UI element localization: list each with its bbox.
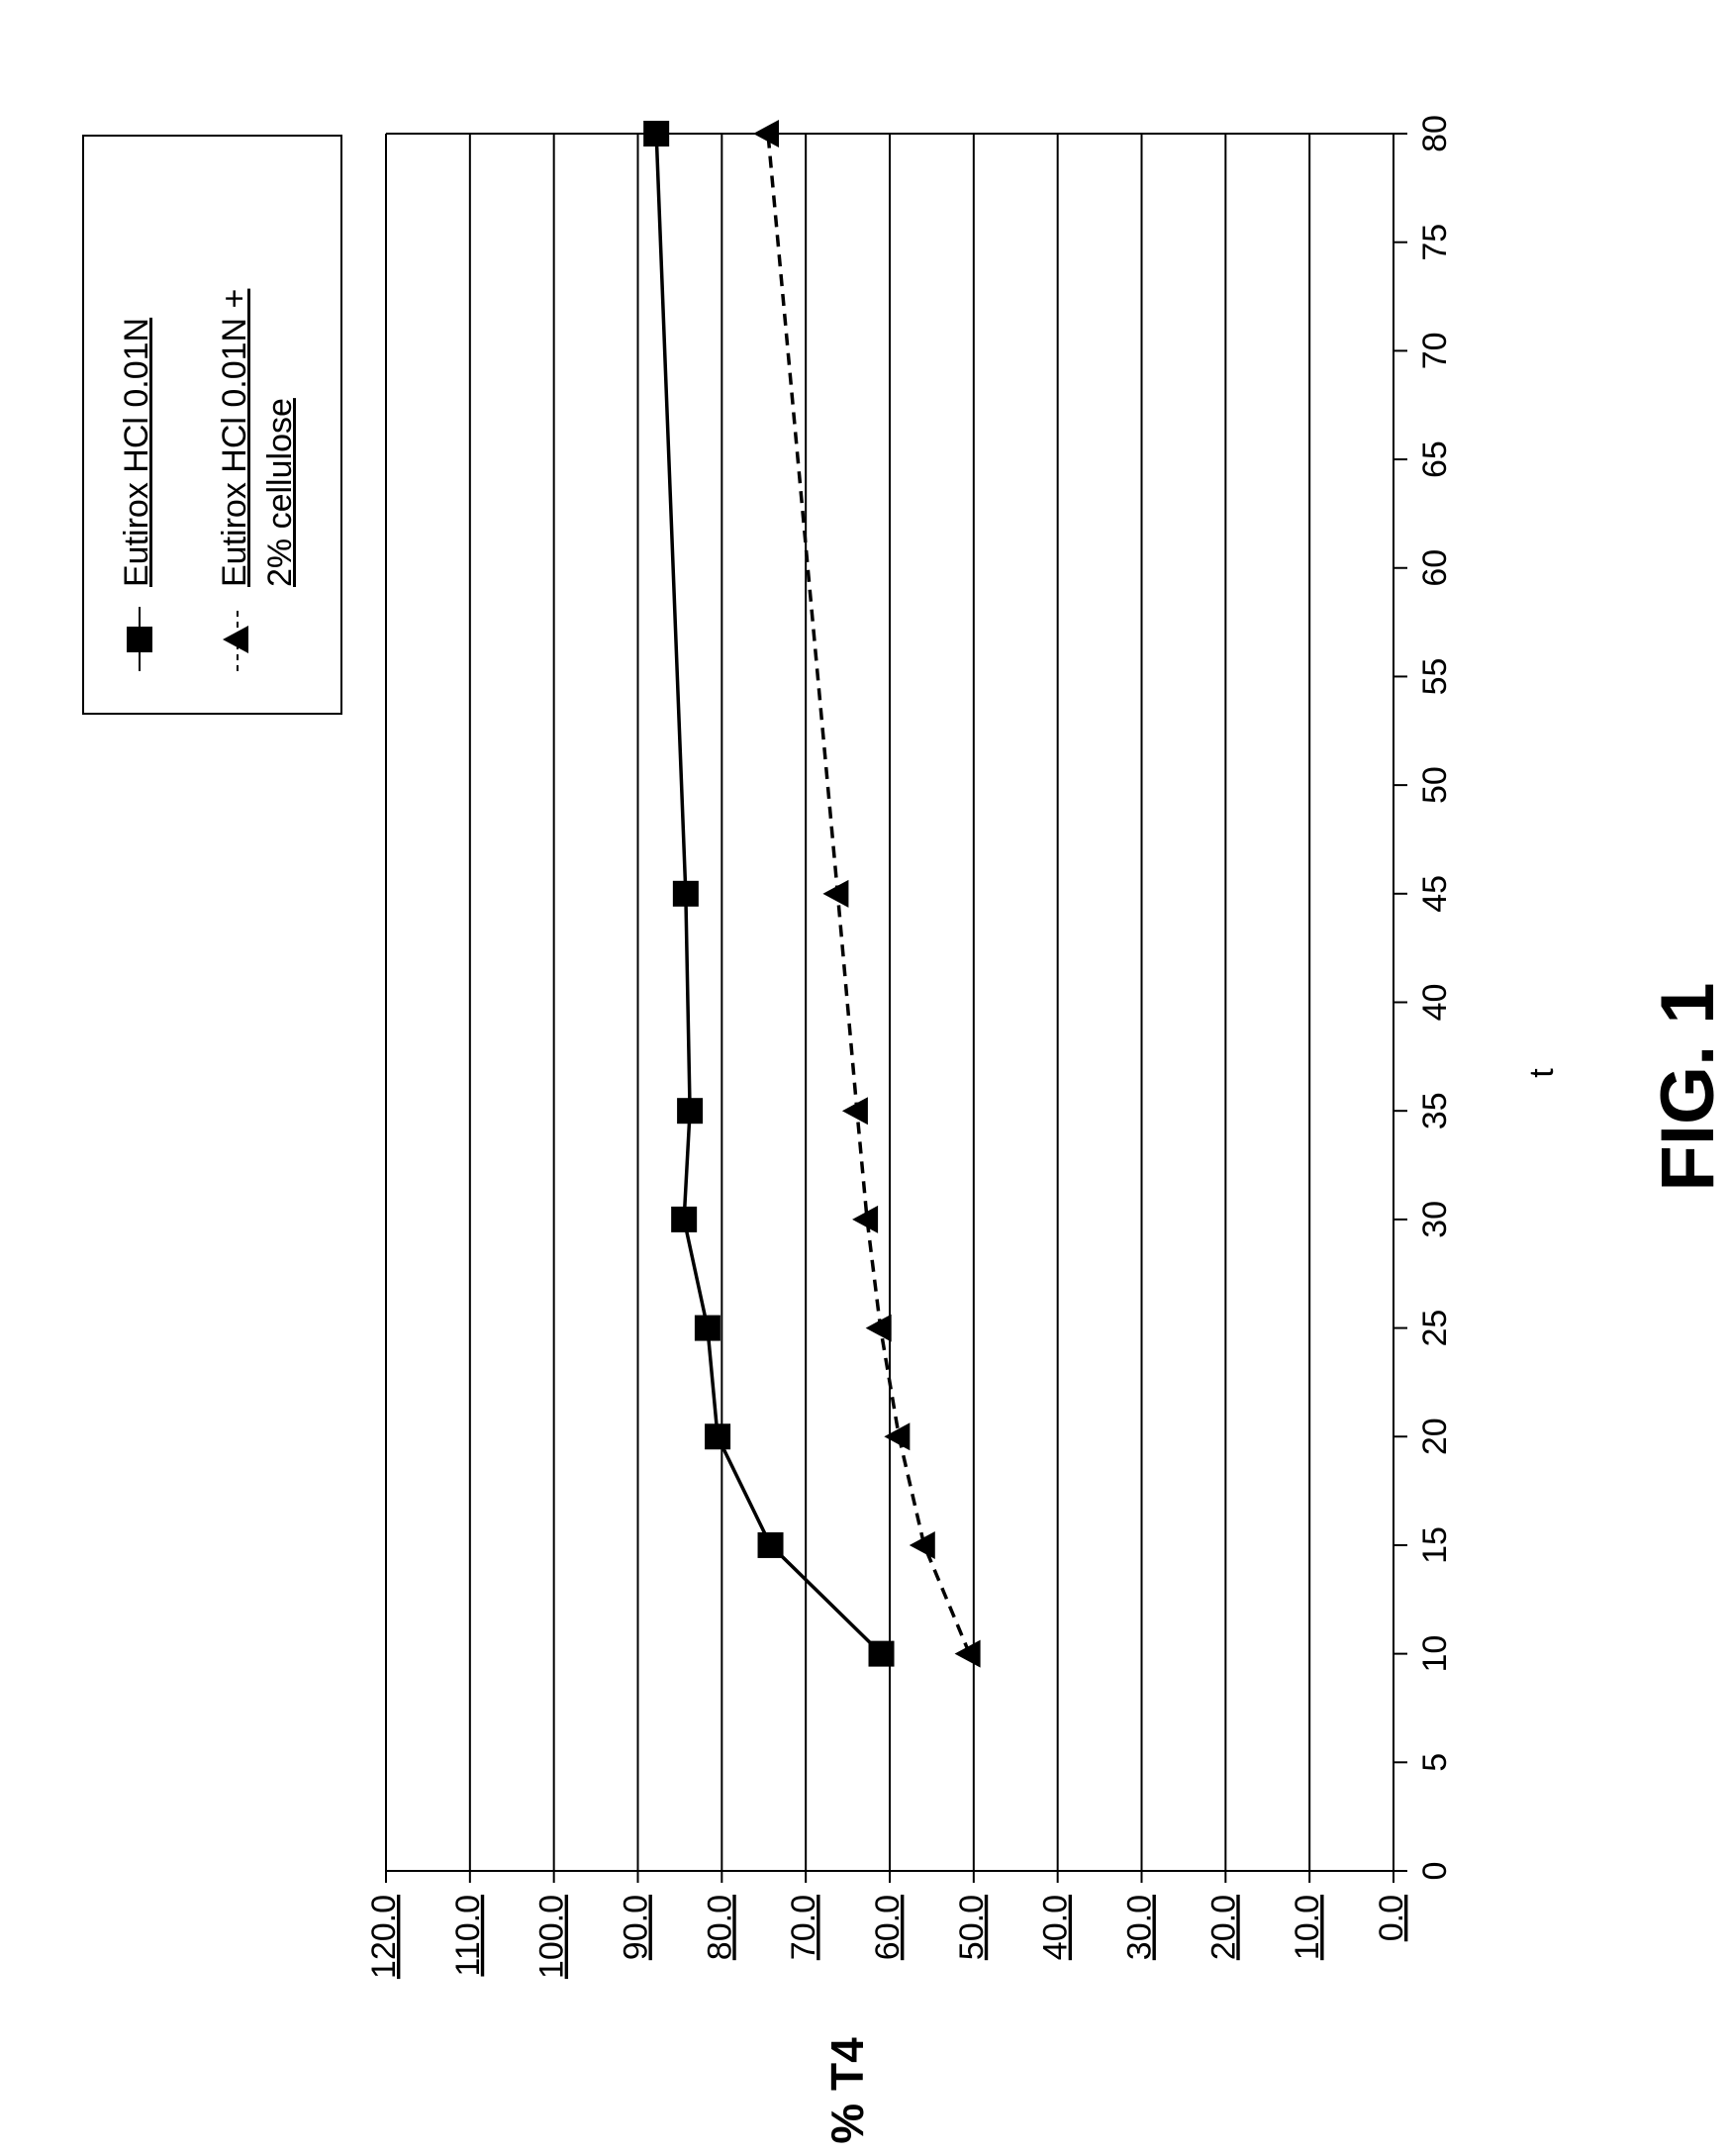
x-tick-label: 5 (1416, 1753, 1454, 1772)
marker (643, 121, 669, 147)
legend-label: Eutirox HCl 0.01N (114, 245, 159, 587)
y-tick-label: 20.0 (1204, 1895, 1242, 1960)
x-tick-label: 15 (1416, 1526, 1454, 1564)
y-tick-label: 90.0 (617, 1895, 654, 1960)
y-tick-label: 30.0 (1120, 1895, 1158, 1960)
x-tick-label: 0 (1416, 1862, 1454, 1881)
marker (842, 1097, 868, 1125)
y-tick-label: 40.0 (1037, 1895, 1075, 1960)
legend-entry: Eutirox HCl 0.01N (114, 245, 223, 587)
y-tick-label: 0.0 (1373, 1895, 1410, 1941)
x-tick-label: 30 (1416, 1201, 1454, 1238)
x-tick-label: 45 (1416, 875, 1454, 913)
marker (673, 881, 699, 907)
x-tick-label: 75 (1416, 224, 1454, 261)
marker (753, 120, 779, 147)
x-tick-label: 40 (1416, 984, 1454, 1022)
y-tick-label: 110.0 (449, 1895, 487, 1977)
x-tick-label: 35 (1416, 1092, 1454, 1129)
y-tick-label: 70.0 (785, 1895, 822, 1960)
marker (671, 1207, 697, 1232)
x-tick-label: 65 (1416, 441, 1454, 478)
marker (695, 1316, 720, 1341)
y-tick-label: 80.0 (701, 1895, 738, 1960)
marker (758, 1532, 784, 1558)
x-tick-label: 80 (1416, 115, 1454, 152)
marker (822, 880, 848, 908)
marker (869, 1641, 895, 1667)
marker (677, 1098, 703, 1124)
page: t FIG. 1 % T4 0.0 10.0 20.0 30.0 40.0 50.0 60.… (0, 0, 1729, 2156)
y-tick-label: 120.0 (365, 1895, 403, 1979)
x-tick-label: 50 (1416, 766, 1454, 804)
marker (955, 1640, 981, 1668)
legend-marker (127, 627, 152, 652)
x-tick-label: 25 (1416, 1310, 1454, 1347)
y-axis-label: % T4 (821, 2037, 873, 2144)
x-tick-label: 20 (1416, 1418, 1454, 1455)
chart: t FIG. 1 % T4 0.0 10.0 20.0 30.0 40.0 50.0 60.… (83, 115, 1729, 2144)
x-tick-label: 70 (1416, 332, 1454, 369)
y-tick-label: 60.0 (869, 1895, 907, 1960)
legend-entry: Eutirox HCl 0.01N + 2% cellulose (212, 245, 321, 587)
y-tick-label: 10.0 (1289, 1895, 1326, 1960)
marker (866, 1315, 892, 1342)
y-tick-label: 50.0 (953, 1895, 991, 1960)
x-axis-label: t (1523, 1068, 1561, 1078)
legend-marker (223, 626, 248, 653)
x-tick-label: 10 (1416, 1635, 1454, 1673)
y-tick-label: 100.0 (533, 1895, 571, 1979)
x-tick-label: 60 (1416, 549, 1454, 587)
series-line (768, 134, 970, 1654)
figure-title: FIG. 1 (1646, 982, 1729, 1191)
legend-label: Eutirox HCl 0.01N + 2% cellulose (212, 245, 303, 587)
marker (705, 1423, 730, 1449)
x-tick-label: 55 (1416, 658, 1454, 696)
